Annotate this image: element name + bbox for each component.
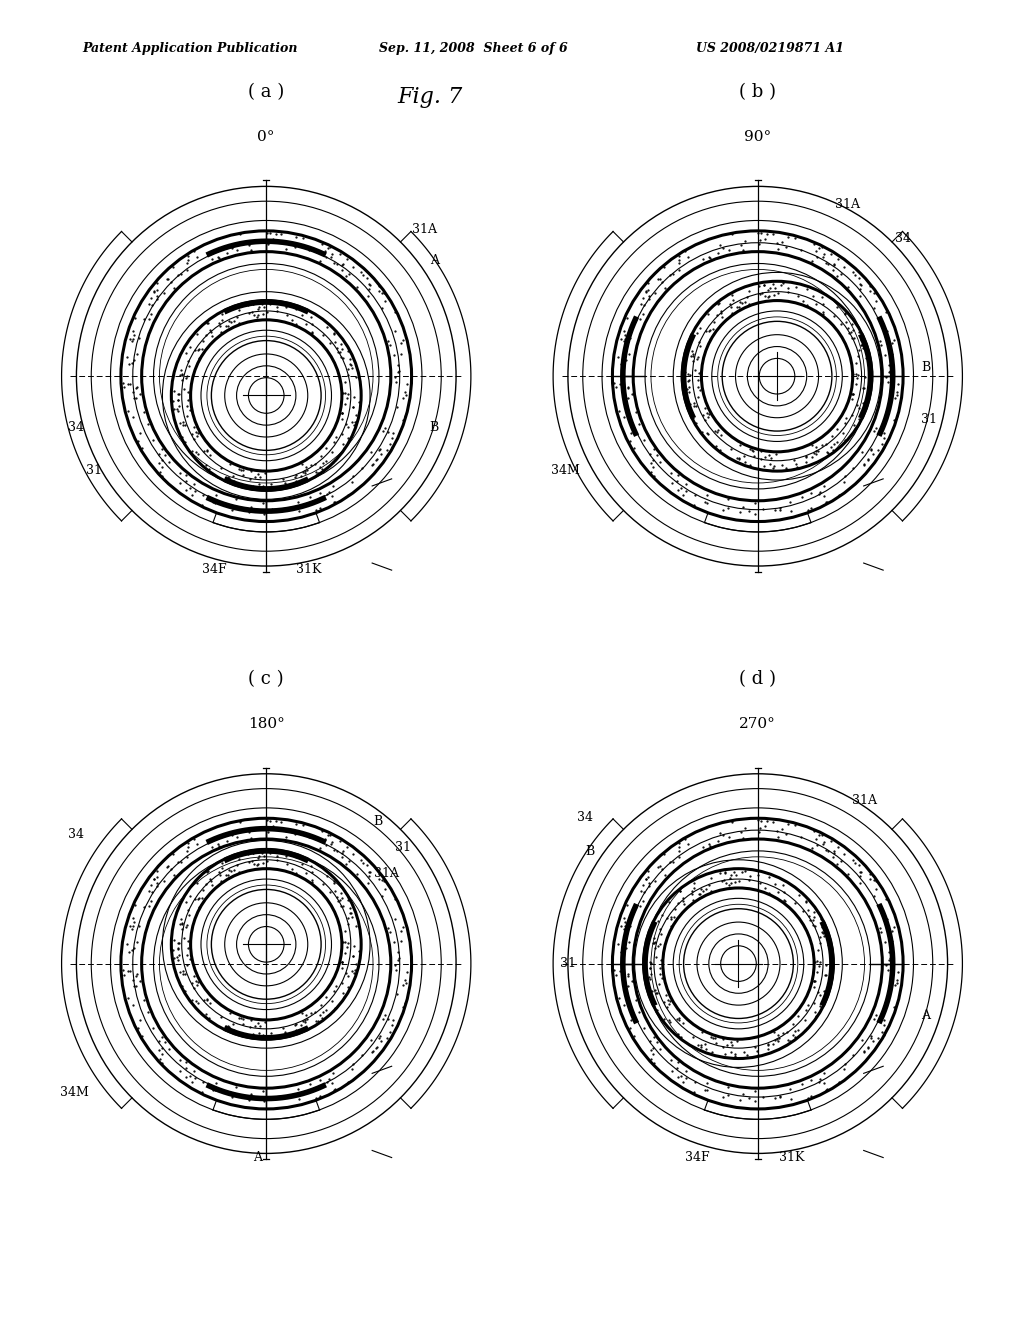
Text: 31A: 31A bbox=[836, 198, 860, 211]
Text: 34: 34 bbox=[69, 828, 84, 841]
Text: 31A: 31A bbox=[374, 867, 398, 880]
Text: 31: 31 bbox=[560, 957, 575, 970]
Text: 34: 34 bbox=[895, 232, 911, 246]
Text: B: B bbox=[586, 845, 595, 858]
Text: B: B bbox=[374, 816, 383, 828]
Text: A: A bbox=[253, 1151, 262, 1164]
Text: Patent Application Publication: Patent Application Publication bbox=[82, 42, 297, 55]
Text: 270°: 270° bbox=[739, 717, 776, 731]
Text: 180°: 180° bbox=[248, 717, 285, 731]
Text: 34: 34 bbox=[578, 810, 593, 824]
Text: 31K: 31K bbox=[297, 564, 322, 577]
Text: A: A bbox=[922, 1008, 930, 1022]
Text: B: B bbox=[922, 362, 931, 374]
Text: 0°: 0° bbox=[257, 129, 275, 144]
Text: 31A: 31A bbox=[852, 793, 878, 807]
Text: 31K: 31K bbox=[779, 1151, 805, 1164]
Text: 90°: 90° bbox=[744, 129, 771, 144]
Text: ( d ): ( d ) bbox=[739, 671, 776, 688]
Text: 34F: 34F bbox=[203, 564, 227, 577]
Text: 34M: 34M bbox=[551, 465, 581, 478]
Text: 31: 31 bbox=[86, 465, 101, 478]
Text: 31: 31 bbox=[922, 413, 937, 426]
Text: 34M: 34M bbox=[59, 1086, 89, 1100]
Text: 34: 34 bbox=[69, 421, 84, 434]
Text: Fig. 7: Fig. 7 bbox=[397, 86, 463, 108]
Text: 34F: 34F bbox=[685, 1151, 710, 1164]
Text: 31: 31 bbox=[395, 841, 412, 854]
Text: 31A: 31A bbox=[413, 223, 437, 236]
Text: B: B bbox=[430, 421, 439, 434]
Text: ( c ): ( c ) bbox=[249, 671, 284, 688]
Text: US 2008/0219871 A1: US 2008/0219871 A1 bbox=[696, 42, 845, 55]
Text: Sep. 11, 2008  Sheet 6 of 6: Sep. 11, 2008 Sheet 6 of 6 bbox=[379, 42, 567, 55]
Text: ( b ): ( b ) bbox=[739, 83, 776, 100]
Text: ( a ): ( a ) bbox=[248, 83, 285, 100]
Text: A: A bbox=[430, 253, 438, 267]
